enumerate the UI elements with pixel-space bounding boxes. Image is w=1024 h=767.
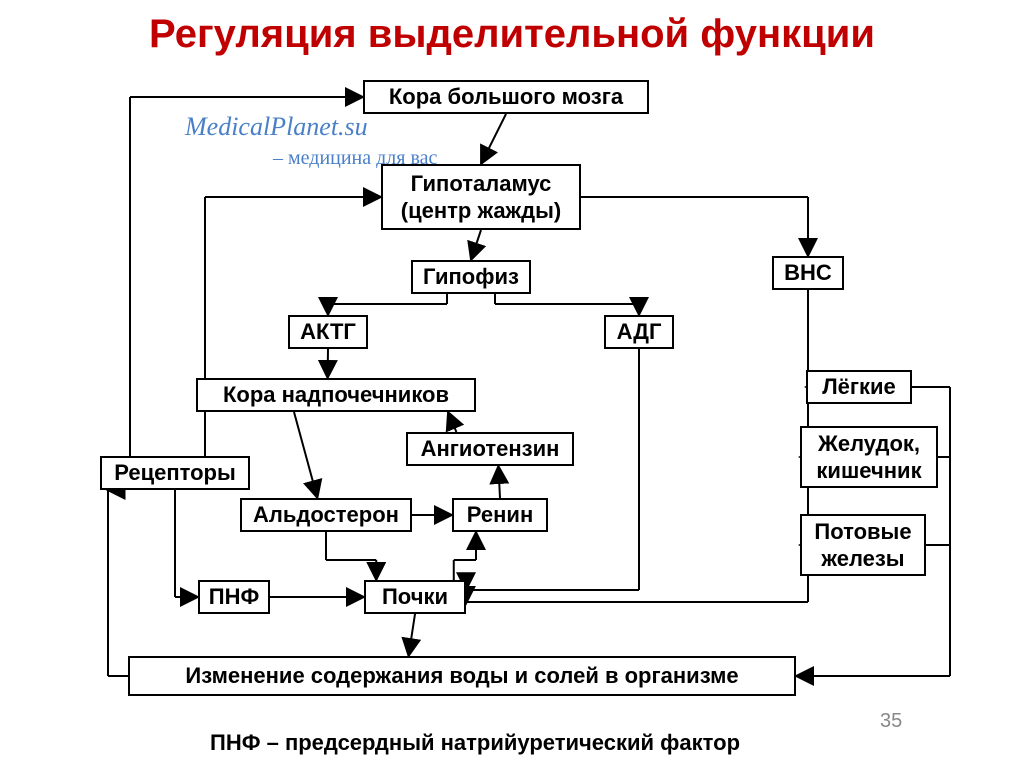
node-pnf: ПНФ [198,580,270,614]
watermark: MedicalPlanet.su [185,112,368,142]
node-water: Изменение содержания воды и солей в орга… [128,656,796,696]
node-renin: Ренин [452,498,548,532]
node-kidneys: Почки [364,580,466,614]
node-vns: ВНС [772,256,844,290]
page-number: 35 [880,710,902,733]
node-angiotensin: Ангиотензин [406,432,574,466]
footer-caption: ПНФ – предсердный натрийуретический факт… [210,730,740,756]
node-stomach: Желудок,кишечник [800,426,938,488]
node-pituitary: Гипофиз [411,260,531,294]
node-receptors: Рецепторы [100,456,250,490]
node-adh: АДГ [604,315,674,349]
node-aldosterone: Альдостерон [240,498,412,532]
node-cortex: Кора большого мозга [363,80,649,114]
node-adrenal: Кора надпочечников [196,378,476,412]
node-acth: АКТГ [288,315,368,349]
node-hypothalamus: Гипоталамус(центр жажды) [381,164,581,230]
node-sweat: Потовыежелезы [800,514,926,576]
page-title: Регуляция выделительной функции [0,12,1024,57]
node-lungs: Лёгкие [806,370,912,404]
